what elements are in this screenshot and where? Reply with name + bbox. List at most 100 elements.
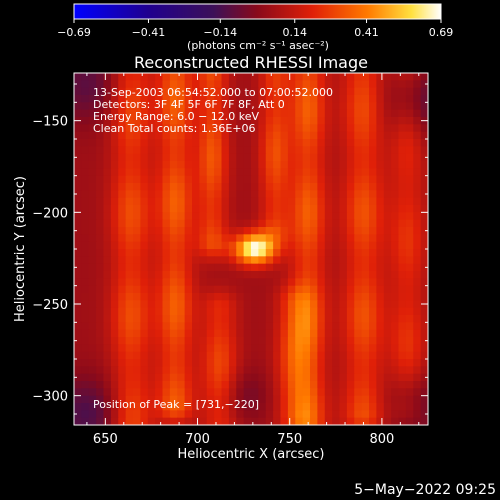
heatmap-cell xyxy=(302,219,311,228)
heatmap-cell xyxy=(302,410,311,419)
heatmap-cell xyxy=(155,153,164,162)
heatmap-cell xyxy=(110,366,119,375)
heatmap-cell xyxy=(332,263,341,272)
heatmap-cell xyxy=(169,322,178,331)
heatmap-cell xyxy=(324,131,333,140)
heatmap-cell xyxy=(302,227,311,235)
heatmap-cell xyxy=(81,322,90,331)
heatmap-cell xyxy=(332,329,341,338)
heatmap-cell xyxy=(398,109,407,118)
heatmap-cell xyxy=(214,293,223,301)
heatmap-cell xyxy=(369,329,377,338)
heatmap-cell xyxy=(96,219,105,228)
heatmap-cell xyxy=(310,241,318,250)
heatmap-cell xyxy=(88,373,97,382)
heatmap-cell xyxy=(118,212,127,221)
heatmap-cell xyxy=(81,87,90,96)
heatmap-cell xyxy=(376,109,385,118)
heatmap-cell xyxy=(103,285,112,294)
heatmap-cell xyxy=(221,190,230,199)
heatmap-cell xyxy=(228,322,237,331)
heatmap-cell xyxy=(324,359,333,367)
heatmap-cell xyxy=(369,175,377,184)
heatmap-cell xyxy=(302,285,311,294)
heatmap-cell xyxy=(405,95,414,103)
heatmap-cell xyxy=(280,234,289,243)
heatmap-cell xyxy=(133,263,141,272)
heatmap-cell xyxy=(199,329,208,338)
heatmap-cell xyxy=(369,410,377,419)
heatmap-cell xyxy=(310,161,318,169)
heatmap-cell xyxy=(147,351,156,360)
heatmap-cell xyxy=(214,227,223,235)
heatmap-cell xyxy=(236,366,245,375)
heatmap-cell xyxy=(133,139,141,147)
heatmap-cell xyxy=(405,271,414,279)
heatmap-cell xyxy=(155,351,164,360)
heatmap-cell xyxy=(228,146,237,155)
heatmap-cell xyxy=(324,80,333,89)
heatmap-cell xyxy=(243,183,252,191)
heatmap-cell xyxy=(147,227,156,235)
heatmap-cell xyxy=(317,175,326,184)
heatmap-cell xyxy=(110,381,119,389)
heatmap-cell xyxy=(405,359,414,367)
heatmap-cell xyxy=(405,212,414,221)
heatmap-cell xyxy=(155,109,164,118)
heatmap-cell xyxy=(324,344,333,353)
heatmap-cell xyxy=(228,359,237,367)
heatmap-cell xyxy=(81,403,90,411)
heatmap-cell xyxy=(251,410,259,419)
heatmap-cell xyxy=(405,373,414,382)
heatmap-cell xyxy=(74,175,82,184)
heatmap-cell xyxy=(147,278,156,287)
heatmap-cell xyxy=(184,285,193,294)
heatmap-cell xyxy=(332,403,341,411)
heatmap-cell xyxy=(310,307,318,316)
heatmap-cell xyxy=(354,366,363,375)
heatmap-cell xyxy=(155,168,164,177)
heatmap-cell xyxy=(354,300,363,309)
heatmap-cell xyxy=(110,212,119,221)
heatmap-cell xyxy=(265,381,274,389)
heatmap-cell xyxy=(177,190,186,199)
heatmap-cell xyxy=(177,285,186,294)
heatmap-cell xyxy=(162,168,171,177)
heatmap-cell xyxy=(118,153,127,162)
heatmap-cell xyxy=(199,146,208,155)
heatmap-cell xyxy=(317,403,326,411)
heatmap-cell xyxy=(236,80,245,89)
heatmap-cell xyxy=(405,102,414,111)
heatmap-cell xyxy=(420,359,428,367)
heatmap-cell xyxy=(192,95,200,103)
heatmap-cell xyxy=(147,337,156,345)
heatmap-cell xyxy=(295,373,304,382)
heatmap-cell xyxy=(140,87,149,96)
heatmap-cell xyxy=(295,117,304,125)
heatmap-cell xyxy=(405,249,414,257)
heatmap-cell xyxy=(133,278,141,287)
heatmap-cell xyxy=(391,366,400,375)
heatmap-cell xyxy=(236,212,245,221)
heatmap-cell xyxy=(192,366,200,375)
heatmap-cell xyxy=(169,87,178,96)
heatmap-cell xyxy=(103,146,112,155)
heatmap-cell xyxy=(420,190,428,199)
heatmap-cell xyxy=(96,329,105,338)
heatmap-cell xyxy=(177,205,186,213)
heatmap-cell xyxy=(206,219,215,228)
heatmap-cell xyxy=(376,337,385,345)
heatmap-cell xyxy=(206,366,215,375)
heatmap-cell xyxy=(221,234,230,243)
heatmap-cell xyxy=(405,73,414,81)
heatmap-cell xyxy=(251,205,259,213)
heatmap-cell xyxy=(324,219,333,228)
heatmap-cell xyxy=(110,153,119,162)
heatmap-cell xyxy=(369,131,377,140)
heatmap-cell xyxy=(391,388,400,397)
heatmap-cell xyxy=(383,381,392,389)
heatmap-cell xyxy=(147,249,156,257)
heatmap-cell xyxy=(243,234,252,243)
heatmap-cell xyxy=(295,337,304,345)
heatmap-cell xyxy=(369,168,377,177)
